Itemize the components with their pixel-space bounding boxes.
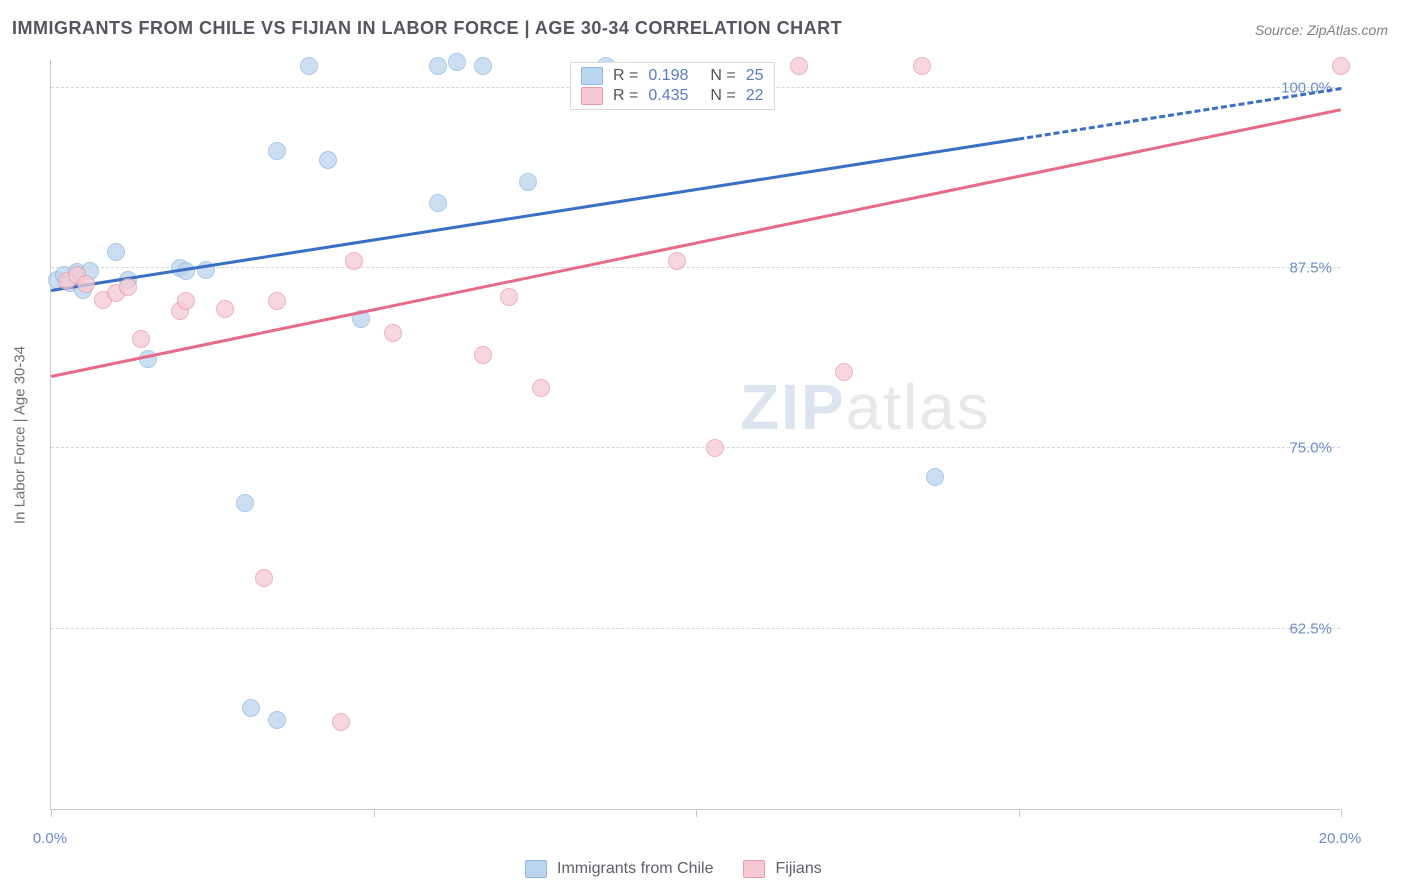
x-tick-label: 0.0% <box>33 830 67 847</box>
legend-swatch <box>525 860 547 878</box>
x-tick-label: 20.0% <box>1319 830 1362 847</box>
data-point <box>132 330 150 348</box>
series-legend-item: Immigrants from Chile <box>525 860 713 878</box>
legend-row: R = 0.198 N = 25 <box>581 67 764 85</box>
data-point <box>926 468 944 486</box>
data-point <box>706 439 724 457</box>
legend-row: R = 0.435 N = 22 <box>581 87 764 105</box>
data-point <box>474 346 492 364</box>
data-point <box>236 494 254 512</box>
data-point <box>268 711 286 729</box>
legend-swatch <box>581 87 603 105</box>
data-point <box>300 57 318 75</box>
data-point <box>668 252 686 270</box>
data-point <box>1332 57 1350 75</box>
data-point <box>384 324 402 342</box>
legend-n-value: 25 <box>746 67 764 85</box>
data-point <box>790 57 808 75</box>
series-legend-item: Fijians <box>743 860 821 878</box>
trend-line <box>51 109 1341 376</box>
source-label: Source: ZipAtlas.com <box>1255 22 1388 38</box>
data-point <box>268 292 286 310</box>
legend-swatch <box>743 860 765 878</box>
trend-line <box>51 88 1341 290</box>
series-name: Immigrants from Chile <box>557 860 713 878</box>
data-point <box>216 300 234 318</box>
legend-n-label: N = <box>710 67 735 85</box>
legend-r-label: R = <box>613 87 638 105</box>
data-point <box>119 278 137 296</box>
data-point <box>319 151 337 169</box>
data-point <box>448 53 466 71</box>
data-point <box>242 699 260 717</box>
gridline <box>51 447 1340 448</box>
x-tick <box>1019 809 1020 817</box>
x-tick <box>1341 809 1342 817</box>
series-name: Fijians <box>775 860 821 878</box>
data-point <box>835 363 853 381</box>
data-point <box>177 292 195 310</box>
legend-r-value: 0.198 <box>648 67 688 85</box>
series-legend: Immigrants from Chile Fijians <box>525 860 822 878</box>
data-point <box>107 243 125 261</box>
data-point <box>500 288 518 306</box>
gridline <box>51 267 1340 268</box>
data-point <box>268 142 286 160</box>
x-tick <box>696 809 697 817</box>
chart-title: IMMIGRANTS FROM CHILE VS FIJIAN IN LABOR… <box>12 18 842 39</box>
y-tick-label: 62.5% <box>1289 620 1332 637</box>
y-tick-label: 75.0% <box>1289 440 1332 457</box>
legend-n-label: N = <box>710 87 735 105</box>
data-point <box>255 569 273 587</box>
y-tick-label: 87.5% <box>1289 260 1332 277</box>
data-point <box>474 57 492 75</box>
data-point <box>77 275 95 293</box>
legend-r-label: R = <box>613 67 638 85</box>
data-point <box>345 252 363 270</box>
data-point <box>913 57 931 75</box>
x-tick <box>51 809 52 817</box>
legend-n-value: 22 <box>746 87 764 105</box>
gridline <box>51 628 1340 629</box>
x-tick <box>374 809 375 817</box>
data-point <box>532 379 550 397</box>
data-point <box>332 713 350 731</box>
legend-swatch <box>581 67 603 85</box>
correlation-legend: R = 0.198 N = 25 R = 0.435 N = 22 <box>570 62 775 110</box>
y-axis-label: In Labor Force | Age 30-34 <box>12 346 29 524</box>
legend-r-value: 0.435 <box>648 87 688 105</box>
data-point <box>519 173 537 191</box>
plot-area: 62.5%75.0%87.5%100.0% <box>50 60 1340 810</box>
data-point <box>429 194 447 212</box>
data-point <box>429 57 447 75</box>
